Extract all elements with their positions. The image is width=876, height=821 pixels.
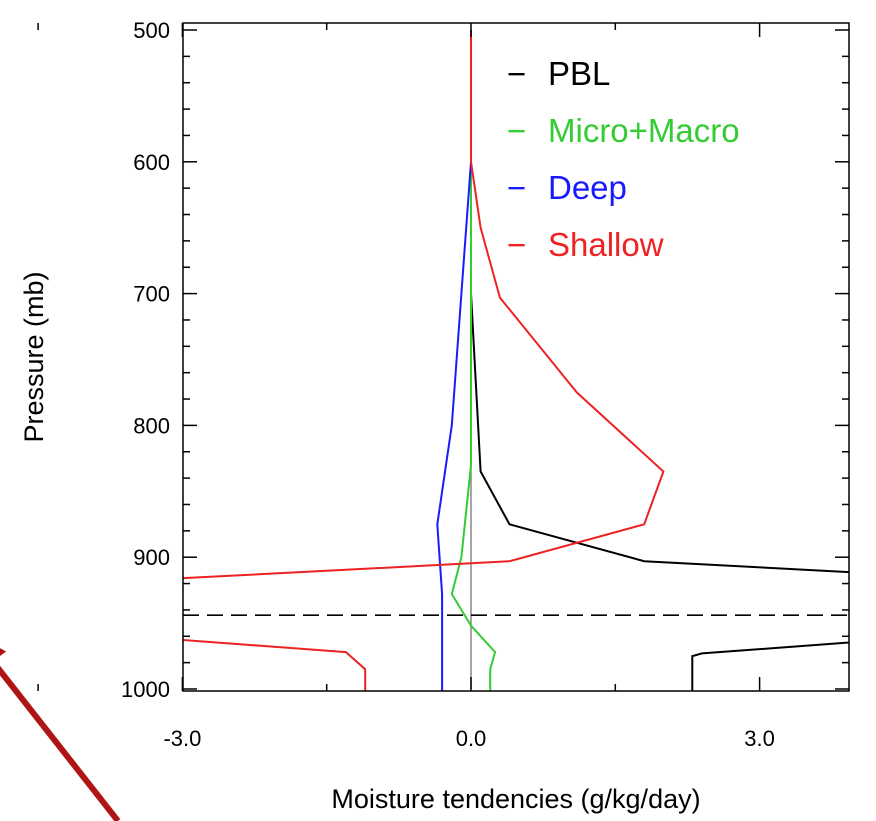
plot-frame bbox=[182, 22, 850, 692]
series-line-micro-macro bbox=[450, 30, 497, 691]
axis-ticks bbox=[37, 23, 849, 691]
legend-marker-micro-macro: − bbox=[507, 112, 526, 149]
legend-marker-deep: − bbox=[507, 169, 526, 206]
legend-label-pbl: PBL bbox=[548, 55, 610, 92]
annotation-arrow bbox=[0, 648, 121, 821]
series-line-pbl bbox=[470, 30, 849, 691]
annotation-arrow-shaft bbox=[0, 665, 121, 821]
annotation-arrow-head bbox=[0, 648, 7, 657]
legend-label-micro-macro: Micro+Macro bbox=[548, 112, 740, 149]
legend-marker-pbl: − bbox=[507, 55, 526, 92]
y-axis-title: Pressure (mb) bbox=[19, 271, 49, 442]
legend-label-shallow: Shallow bbox=[548, 226, 664, 263]
y-tick-label: 700 bbox=[133, 282, 170, 307]
y-tick-label: 900 bbox=[133, 545, 170, 570]
x-tick-label: -3.0 bbox=[163, 726, 201, 751]
series-line-shallow bbox=[183, 30, 665, 691]
y-tick-label: 600 bbox=[133, 150, 170, 175]
x-tick-label: 3.0 bbox=[744, 726, 775, 751]
y-tick-label: 1000 bbox=[121, 677, 170, 702]
x-axis-title: Moisture tendencies (g/kg/day) bbox=[331, 784, 700, 814]
series-line-deep bbox=[436, 30, 472, 691]
x-tick-label: 0.0 bbox=[456, 726, 487, 751]
y-tick-label: 500 bbox=[133, 18, 170, 43]
y-tick-label: 800 bbox=[133, 413, 170, 438]
series-lines bbox=[183, 30, 849, 691]
legend: − PBL− Micro+Macro− Deep− Shallow bbox=[507, 55, 740, 263]
legend-marker-shallow: − bbox=[507, 226, 526, 263]
legend-label-deep: Deep bbox=[548, 169, 627, 206]
